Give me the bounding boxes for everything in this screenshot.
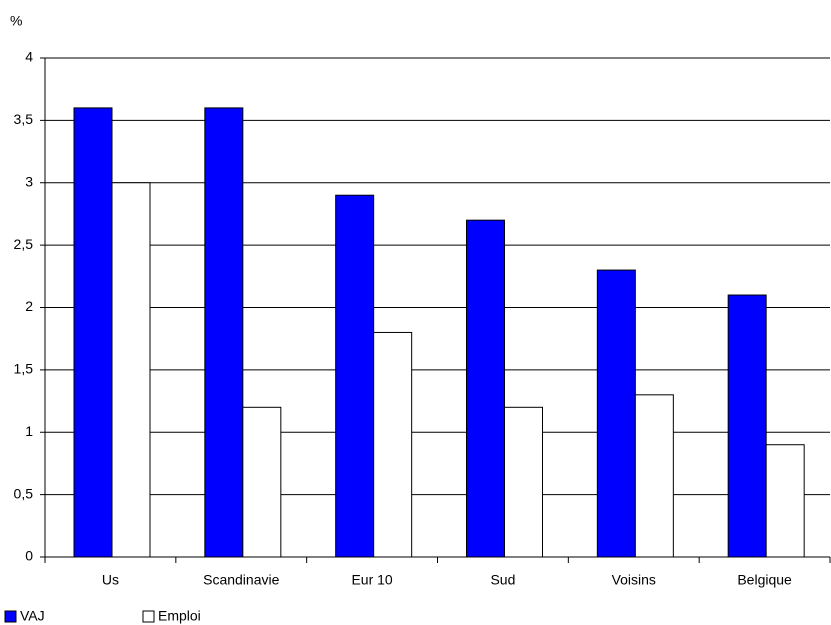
y-tick-label: 2,5	[14, 236, 34, 252]
legend-label: VAJ	[20, 608, 45, 624]
bar	[73, 107, 113, 558]
x-tick-label: Scandinavie	[203, 572, 279, 588]
bar	[466, 219, 505, 558]
x-tick-label: Sud	[490, 572, 515, 588]
bar	[504, 406, 543, 558]
bar	[634, 394, 674, 558]
x-tick-label: Voisins	[612, 572, 656, 588]
y-tick-label: 1,5	[14, 361, 34, 377]
legend-swatch	[142, 610, 155, 623]
legend-label: Emploi	[158, 608, 201, 624]
bar	[727, 294, 767, 558]
legend-swatch	[4, 610, 17, 623]
bar	[204, 107, 244, 558]
bar	[111, 182, 151, 558]
y-tick-label: 3,5	[14, 111, 34, 127]
x-tick-label: Belgique	[737, 572, 792, 588]
y-tick-label: 4	[25, 49, 33, 65]
y-axis-label: %	[10, 13, 22, 29]
bar	[765, 444, 805, 558]
y-tick-label: 0	[25, 548, 33, 564]
x-tick-label: Us	[102, 572, 119, 588]
y-tick-label: 0,5	[14, 485, 34, 501]
bar	[335, 194, 375, 558]
x-tick-label: Eur 10	[351, 572, 392, 588]
bar	[242, 406, 282, 558]
y-tick-label: 2	[25, 298, 33, 314]
y-tick-label: 3	[25, 173, 33, 189]
bar	[373, 331, 413, 558]
y-tick-label: 1	[25, 423, 33, 439]
bar	[596, 269, 636, 558]
